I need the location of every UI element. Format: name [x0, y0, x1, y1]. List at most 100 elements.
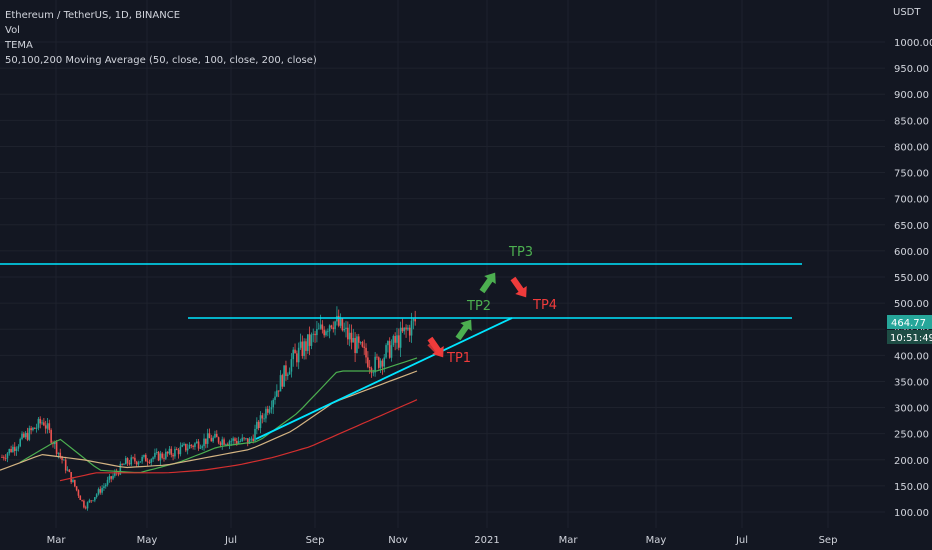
candle	[194, 442, 196, 450]
moving-average-indicator-label[interactable]: 50,100,200 Moving Average (50, close, 10…	[5, 55, 317, 66]
time-tick-label: Sep	[819, 535, 838, 546]
price-tick-label: 400.00	[894, 351, 929, 362]
candle	[41, 419, 43, 425]
candle	[83, 499, 85, 509]
candle	[112, 473, 114, 481]
candle	[328, 324, 331, 339]
candle	[155, 448, 158, 455]
candle	[210, 434, 213, 442]
candle	[188, 442, 191, 449]
candle	[166, 451, 169, 457]
last-price-text: 464.77	[891, 318, 926, 329]
candle	[124, 455, 127, 465]
candle	[356, 333, 358, 354]
candle	[223, 437, 225, 446]
candle	[208, 428, 211, 439]
candle	[146, 458, 149, 466]
candle	[75, 486, 78, 492]
symbol-title[interactable]: Ethereum / TetherUS, 1D, BINANCE	[5, 10, 181, 21]
price-tick-label: 600.00	[894, 247, 929, 258]
annotation-labels: TP1 TP2 TP3 TP4	[446, 245, 557, 366]
candle	[77, 489, 80, 499]
price-badges: 464.77 10:51:49	[887, 315, 932, 344]
time-tick-label: Sep	[306, 535, 325, 546]
candle	[144, 453, 147, 462]
candle	[385, 343, 387, 359]
price-tick-label: 750.00	[894, 169, 929, 180]
candle	[379, 358, 382, 373]
price-tick-label: 850.00	[894, 116, 929, 127]
candle	[101, 485, 103, 495]
candle	[21, 431, 23, 441]
candle	[268, 405, 271, 415]
candle	[365, 343, 367, 364]
candle	[312, 328, 315, 343]
candle	[217, 436, 220, 445]
tp4-label: TP4	[532, 298, 557, 313]
candle	[212, 435, 214, 443]
time-axis[interactable]: Mar May Jul Sep Nov 2021 Mar May Jul Sep	[47, 535, 838, 546]
candle	[66, 466, 69, 472]
candle	[12, 444, 14, 453]
candle	[57, 452, 60, 459]
candle	[123, 462, 125, 466]
candle	[215, 430, 218, 438]
candle	[332, 321, 335, 333]
ma-line	[0, 370, 418, 471]
price-tick-label: 250.00	[894, 430, 929, 441]
candle	[37, 416, 40, 431]
candle	[285, 360, 287, 381]
candle	[401, 318, 404, 334]
candle	[203, 433, 205, 451]
candle	[139, 461, 142, 463]
candle	[197, 439, 200, 451]
support-trendline[interactable]	[255, 317, 513, 440]
time-tick-label: 2021	[474, 535, 499, 546]
candle	[206, 428, 209, 448]
candle	[377, 356, 380, 370]
candle	[317, 322, 320, 330]
candle	[316, 321, 318, 343]
price-tick-label: 500.00	[894, 299, 929, 310]
candle	[152, 456, 154, 463]
candle	[94, 497, 96, 503]
tema-indicator-label[interactable]: TEMA	[5, 40, 33, 51]
candle	[126, 457, 129, 466]
ma-line	[59, 399, 418, 482]
candle	[396, 327, 398, 350]
moving-averages	[0, 357, 418, 482]
candle	[170, 446, 173, 458]
time-tick-label: Nov	[388, 535, 408, 546]
candle	[348, 324, 351, 347]
price-tick-label: 650.00	[894, 221, 929, 232]
candle	[290, 353, 293, 378]
candle	[327, 328, 329, 337]
candle	[81, 499, 83, 502]
candle	[199, 444, 202, 450]
drawing-lines[interactable]	[0, 263, 802, 440]
candle	[195, 439, 198, 444]
candle	[387, 340, 389, 353]
candle	[408, 324, 411, 342]
candle	[256, 417, 258, 435]
candle	[26, 427, 29, 442]
candle	[3, 455, 5, 461]
candle	[323, 326, 325, 338]
candle	[130, 454, 133, 467]
candle	[397, 328, 400, 351]
candle	[403, 327, 406, 335]
candle	[352, 328, 355, 343]
candle	[137, 460, 140, 467]
price-axis[interactable]: 1000.00 950.00 900.00 850.00 800.00 750.00 700…	[894, 38, 932, 519]
candle	[221, 436, 224, 450]
candle	[86, 501, 89, 511]
volume-indicator-label[interactable]: Vol	[5, 25, 20, 36]
candle	[205, 438, 207, 449]
candle	[345, 320, 347, 338]
candle	[24, 430, 27, 440]
candles	[1, 306, 416, 511]
price-tick-label: 300.00	[894, 404, 929, 415]
candle	[321, 320, 324, 334]
candle	[143, 454, 145, 459]
